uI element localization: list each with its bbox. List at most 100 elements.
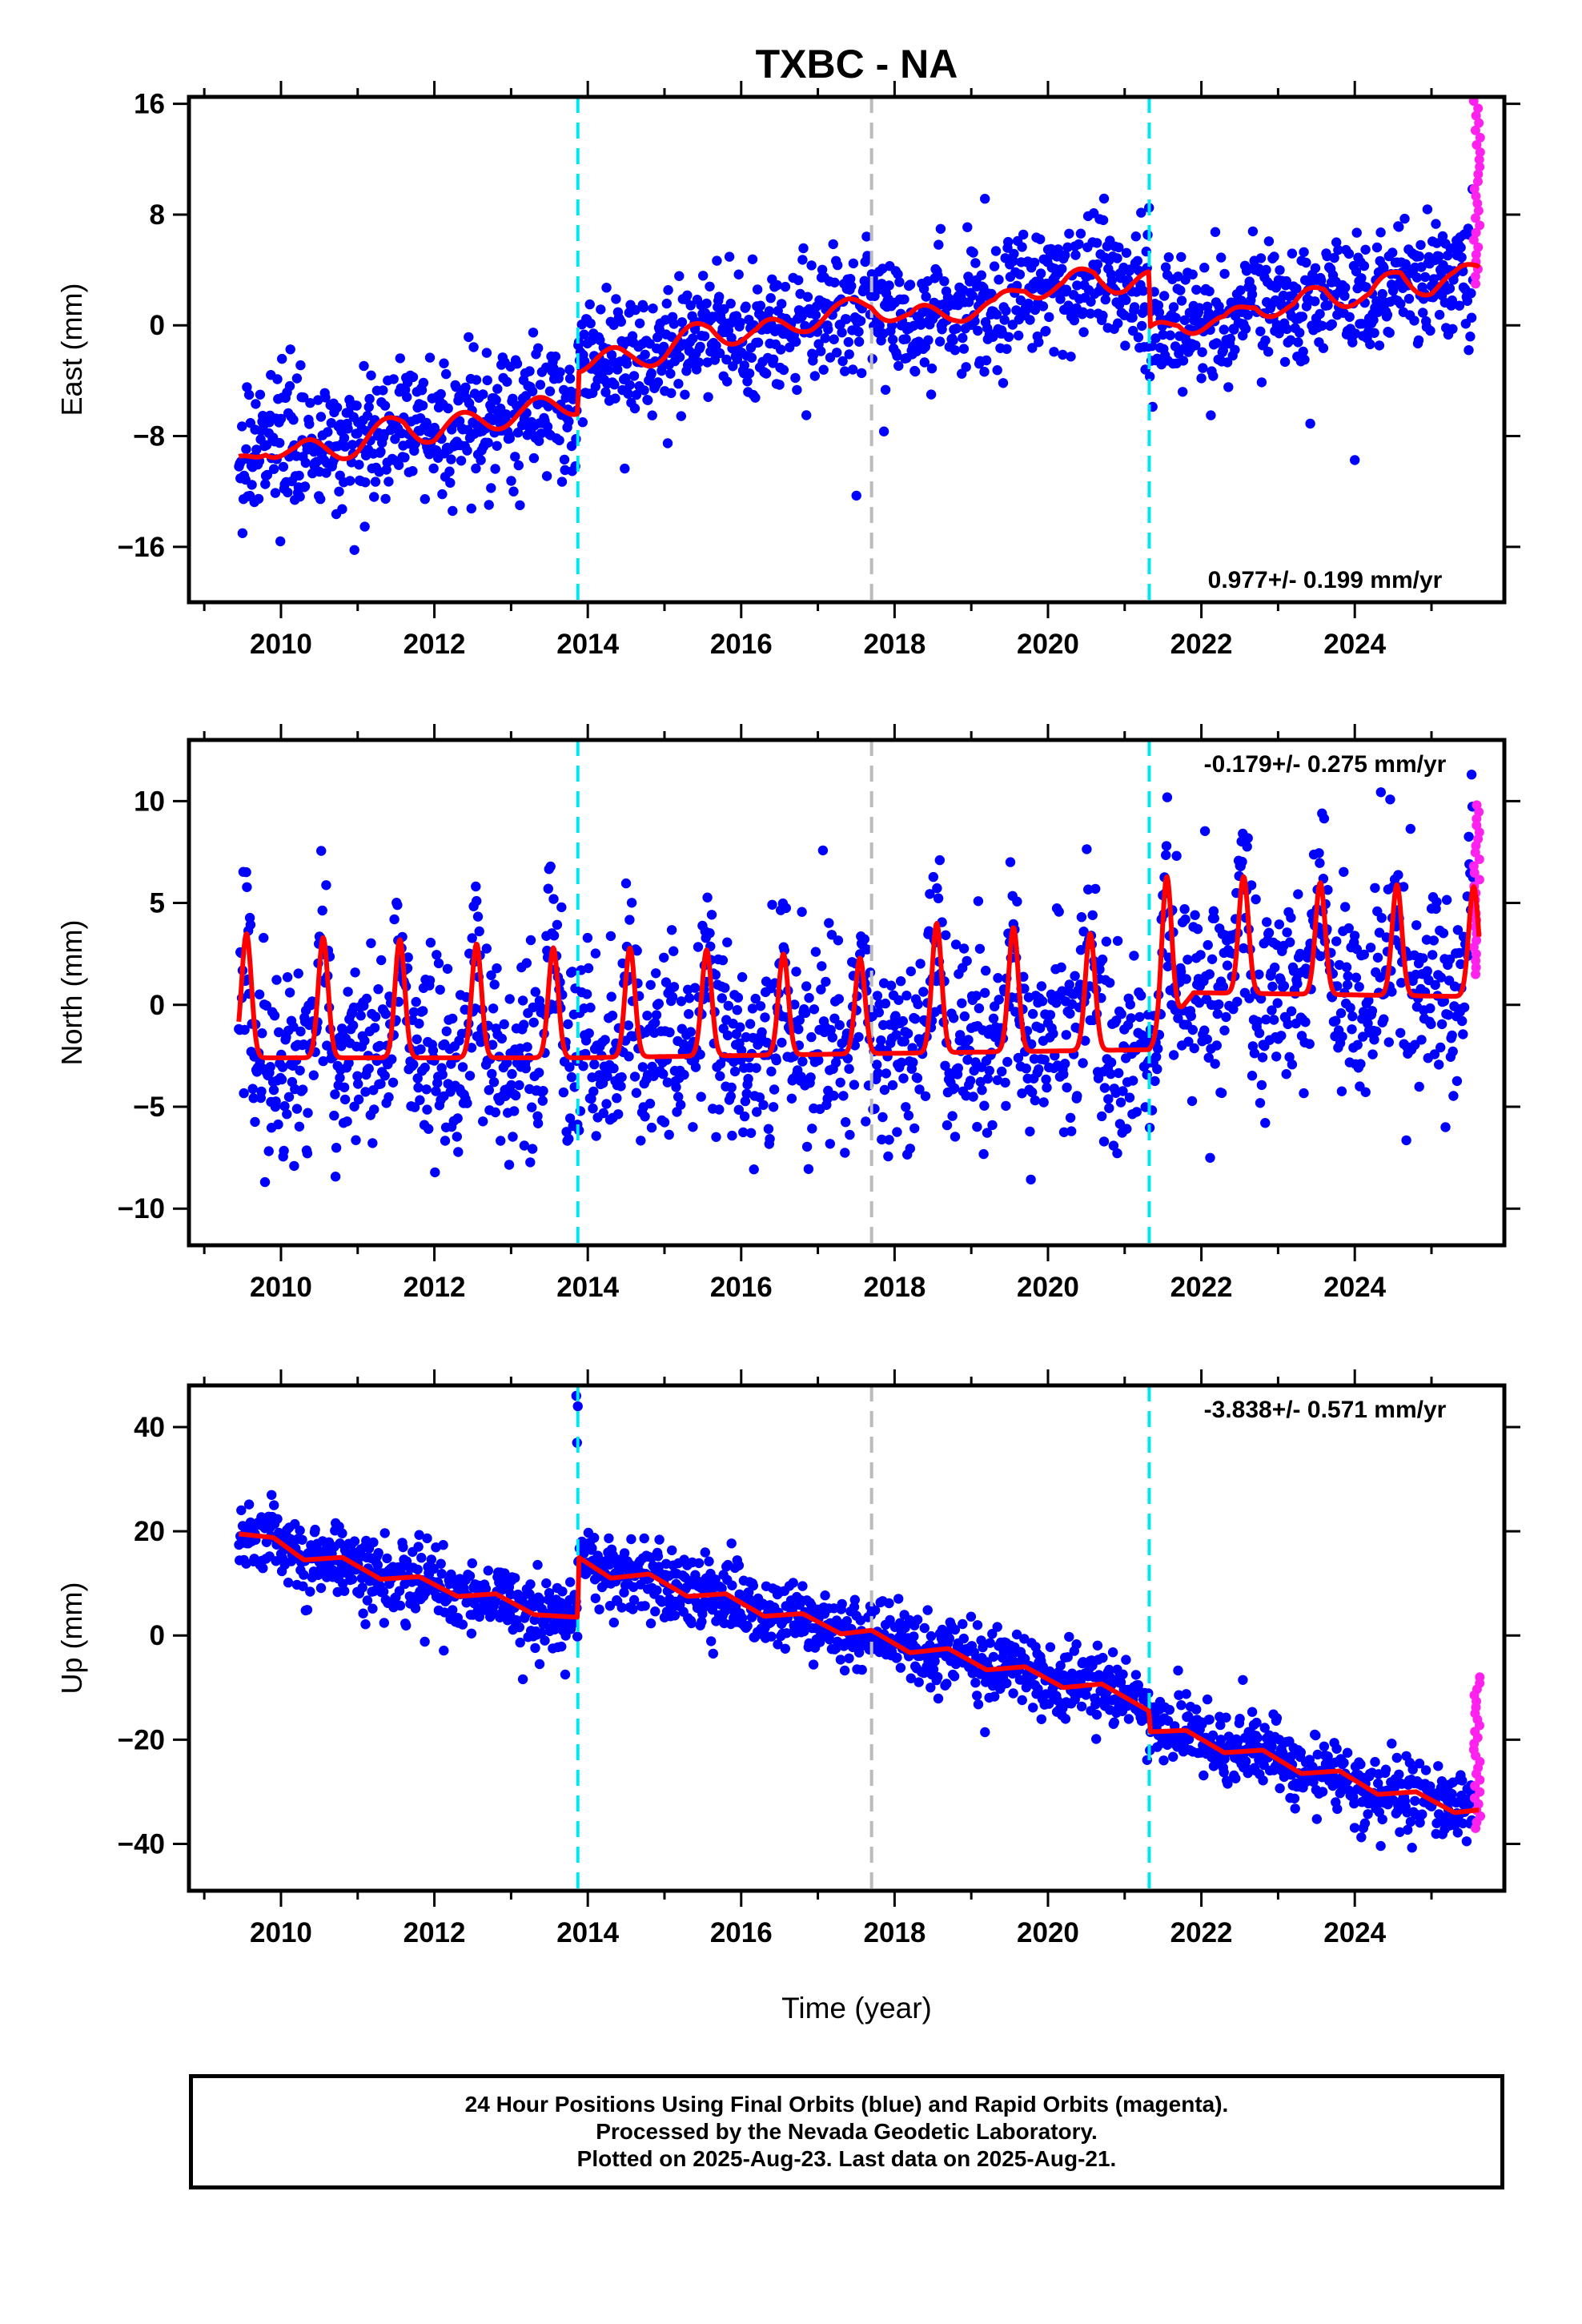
data-point	[752, 284, 763, 295]
data-point	[1129, 951, 1139, 961]
data-point	[511, 1090, 521, 1101]
data-point	[816, 984, 826, 995]
data-point	[1251, 894, 1261, 905]
data-point	[994, 995, 1004, 1005]
data-point	[1159, 291, 1170, 301]
data-point	[506, 1080, 516, 1091]
data-point	[777, 299, 787, 309]
data-point	[1085, 308, 1096, 319]
data-point	[1062, 1652, 1073, 1663]
data-point	[1310, 296, 1320, 307]
data-point	[1361, 282, 1371, 292]
data-point	[905, 1144, 916, 1154]
data-point	[1384, 328, 1395, 338]
data-point	[1060, 1059, 1070, 1069]
data-point	[1286, 1006, 1297, 1016]
data-point	[360, 477, 371, 488]
data-point	[243, 1499, 255, 1510]
data-point	[394, 1586, 405, 1596]
data-point	[915, 959, 926, 969]
data-point	[566, 1072, 577, 1083]
data-point	[1133, 332, 1144, 343]
data-point	[556, 1641, 567, 1652]
data-point	[528, 1002, 538, 1013]
data-point	[1038, 1097, 1049, 1108]
data-point	[792, 384, 802, 396]
data-point	[351, 1135, 361, 1145]
data-point	[853, 1647, 865, 1658]
data-point	[727, 1580, 737, 1590]
data-point	[1066, 1126, 1077, 1136]
data-point	[1030, 1095, 1041, 1106]
data-point	[623, 1020, 634, 1031]
data-point	[1106, 1068, 1116, 1080]
data-point	[428, 463, 439, 474]
data-point	[877, 279, 887, 289]
data-point	[837, 356, 848, 367]
rapid-data-point	[1473, 103, 1484, 114]
data-point	[416, 1044, 426, 1055]
data-point	[998, 378, 1009, 388]
data-point	[299, 392, 309, 403]
data-point	[1058, 1127, 1070, 1138]
data-point	[926, 1683, 936, 1693]
rapid-data-point	[1475, 162, 1485, 172]
data-point	[845, 1129, 855, 1140]
data-point	[536, 428, 546, 439]
data-point	[785, 342, 795, 352]
data-point	[1121, 295, 1131, 305]
data-point	[1291, 283, 1302, 294]
data-point	[1165, 330, 1175, 340]
data-point	[604, 365, 614, 376]
data-point	[492, 963, 502, 974]
data-point	[1054, 907, 1064, 917]
data-point	[339, 1586, 350, 1596]
x-tick-label: 2020	[1017, 629, 1079, 660]
x-tick-label: 2010	[250, 1272, 312, 1303]
data-point	[1323, 885, 1333, 895]
data-point	[640, 1601, 650, 1611]
data-point	[809, 1004, 820, 1015]
data-point	[612, 364, 623, 375]
data-point	[841, 1117, 851, 1128]
data-point	[742, 376, 753, 387]
data-point	[913, 1677, 924, 1687]
data-point	[616, 316, 626, 327]
data-point	[490, 1107, 500, 1118]
data-point	[761, 368, 772, 379]
data-point	[329, 1110, 339, 1121]
data-point	[1270, 962, 1280, 973]
data-point	[732, 1005, 742, 1015]
data-point	[773, 1639, 783, 1650]
data-point	[697, 1616, 707, 1627]
rapid-data-point	[1471, 111, 1481, 121]
data-point	[912, 1073, 923, 1084]
data-point	[722, 937, 733, 947]
data-point	[258, 1563, 268, 1574]
rapid-data-point	[1473, 206, 1484, 216]
data-point	[1158, 329, 1168, 340]
data-point	[440, 1136, 451, 1146]
data-point	[1186, 1096, 1198, 1107]
data-point	[435, 984, 445, 995]
data-point	[1329, 252, 1339, 263]
data-point	[624, 380, 635, 390]
data-point	[439, 358, 449, 368]
data-point	[677, 317, 688, 328]
data-point	[896, 1057, 907, 1068]
data-point	[763, 1124, 774, 1134]
data-point	[795, 288, 805, 300]
data-point	[472, 895, 482, 907]
data-point	[662, 1077, 673, 1088]
data-point	[364, 393, 375, 404]
data-point	[362, 1595, 373, 1606]
data-point	[466, 1628, 477, 1639]
data-point	[315, 412, 327, 422]
data-point	[1041, 326, 1051, 336]
data-point	[1108, 1140, 1119, 1151]
data-point	[1403, 293, 1415, 304]
data-point	[674, 271, 685, 281]
data-point	[353, 1094, 364, 1105]
data-point	[1013, 1052, 1024, 1063]
data-point	[1279, 356, 1291, 368]
